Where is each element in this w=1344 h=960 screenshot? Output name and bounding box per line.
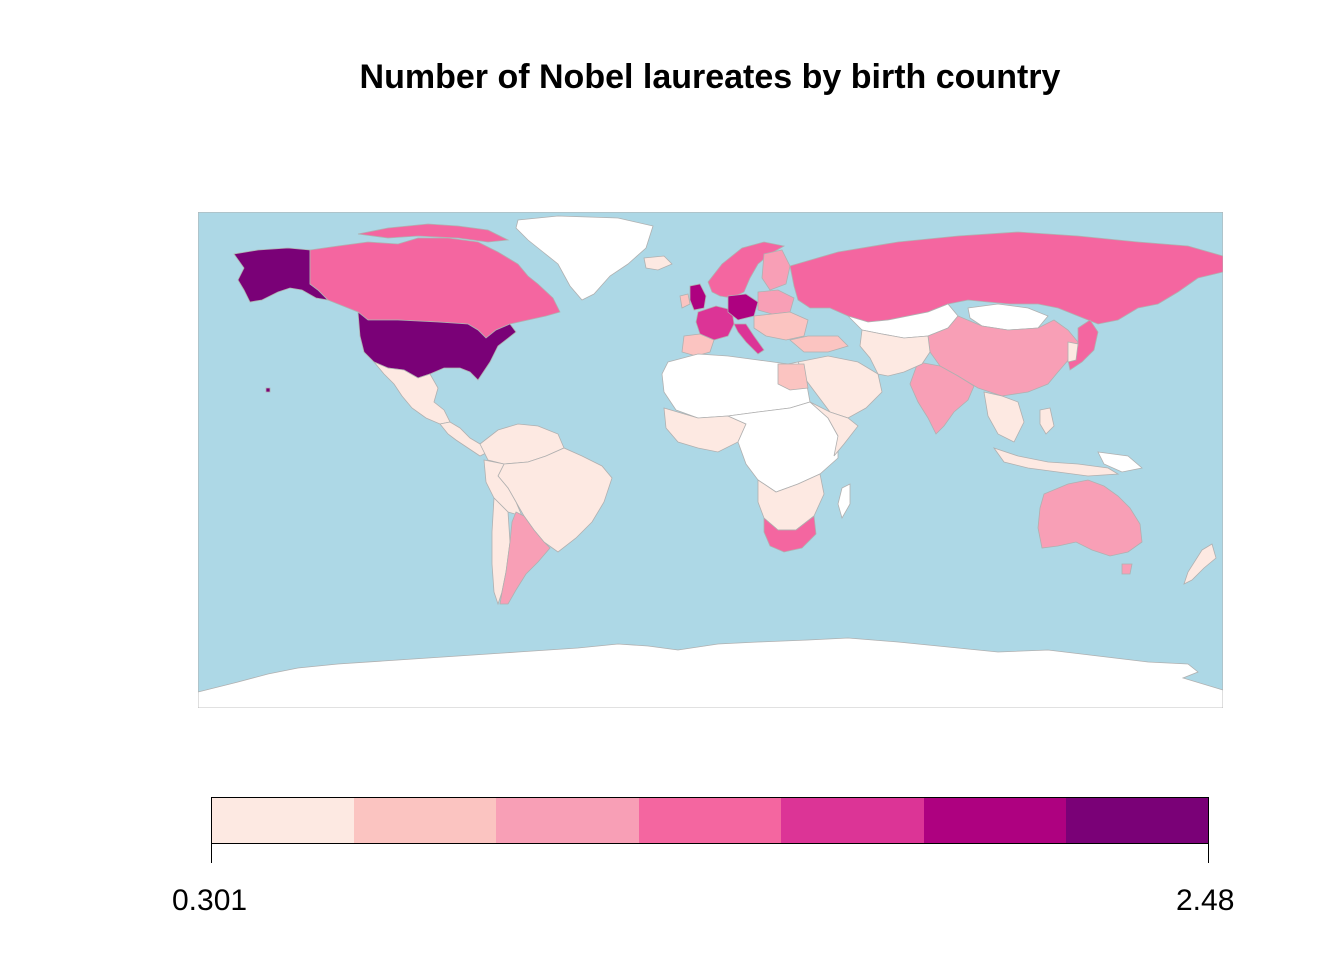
- region-alaska: [233, 247, 330, 303]
- region-south-africa: [763, 515, 817, 553]
- region-canada: [309, 237, 561, 339]
- region-greenland: [515, 215, 654, 301]
- region-united-kingdom: [689, 283, 707, 311]
- color-legend: [211, 797, 1210, 844]
- region-france: [695, 305, 735, 341]
- region-arctic-islands: [357, 223, 510, 243]
- region-korea: [1067, 341, 1079, 363]
- region-eastern-europe: [753, 311, 809, 341]
- legend-bin-6: [923, 797, 1067, 843]
- legend-axis: [211, 843, 1209, 844]
- region-iceland: [643, 255, 673, 271]
- legend-tick-min: [211, 843, 212, 863]
- region-india: [909, 361, 975, 435]
- region-italy: [733, 323, 765, 355]
- region-mexico: [373, 361, 451, 425]
- region-middle-east: [797, 355, 883, 419]
- region-australia: [1037, 479, 1143, 557]
- region-ireland: [679, 293, 691, 309]
- world-map: [198, 212, 1223, 708]
- legend-frame: [211, 797, 1209, 844]
- legend-bin-2: [353, 797, 497, 843]
- region-hawaii: [265, 387, 271, 393]
- region-indonesia: [992, 447, 1120, 477]
- region-new-zealand: [1183, 543, 1217, 585]
- region-peru-bolivia: [483, 459, 523, 517]
- region-turkey: [789, 335, 849, 353]
- region-tasmania: [1121, 563, 1133, 575]
- region-philippines: [1039, 407, 1055, 435]
- region-argentina: [499, 511, 551, 605]
- region-horn-of-africa: [809, 401, 859, 457]
- legend-max-label: 2.48: [1176, 884, 1235, 917]
- region-antarctica: [198, 637, 1223, 708]
- region-finland: [761, 249, 791, 291]
- region-spain-portugal: [681, 333, 715, 357]
- region-egypt: [777, 363, 809, 391]
- legend-tick-max: [1208, 843, 1209, 863]
- region-chile: [491, 497, 511, 606]
- legend-bin-7: [1066, 797, 1210, 843]
- legend-bin-5: [781, 797, 925, 843]
- legend-bin-1: [211, 797, 355, 843]
- region-southeast-asia: [983, 391, 1025, 443]
- legend-bin-3: [496, 797, 640, 843]
- region-west-africa: [663, 407, 747, 453]
- region-madagascar: [837, 483, 851, 520]
- legend-bin-4: [638, 797, 782, 843]
- region-iran-central-asia: [859, 329, 931, 377]
- chart-title: Number of Nobel laureates by birth count…: [359, 58, 1061, 96]
- region-papua-new-guinea: [1097, 451, 1143, 473]
- legend-min-label: 0.301: [172, 884, 248, 917]
